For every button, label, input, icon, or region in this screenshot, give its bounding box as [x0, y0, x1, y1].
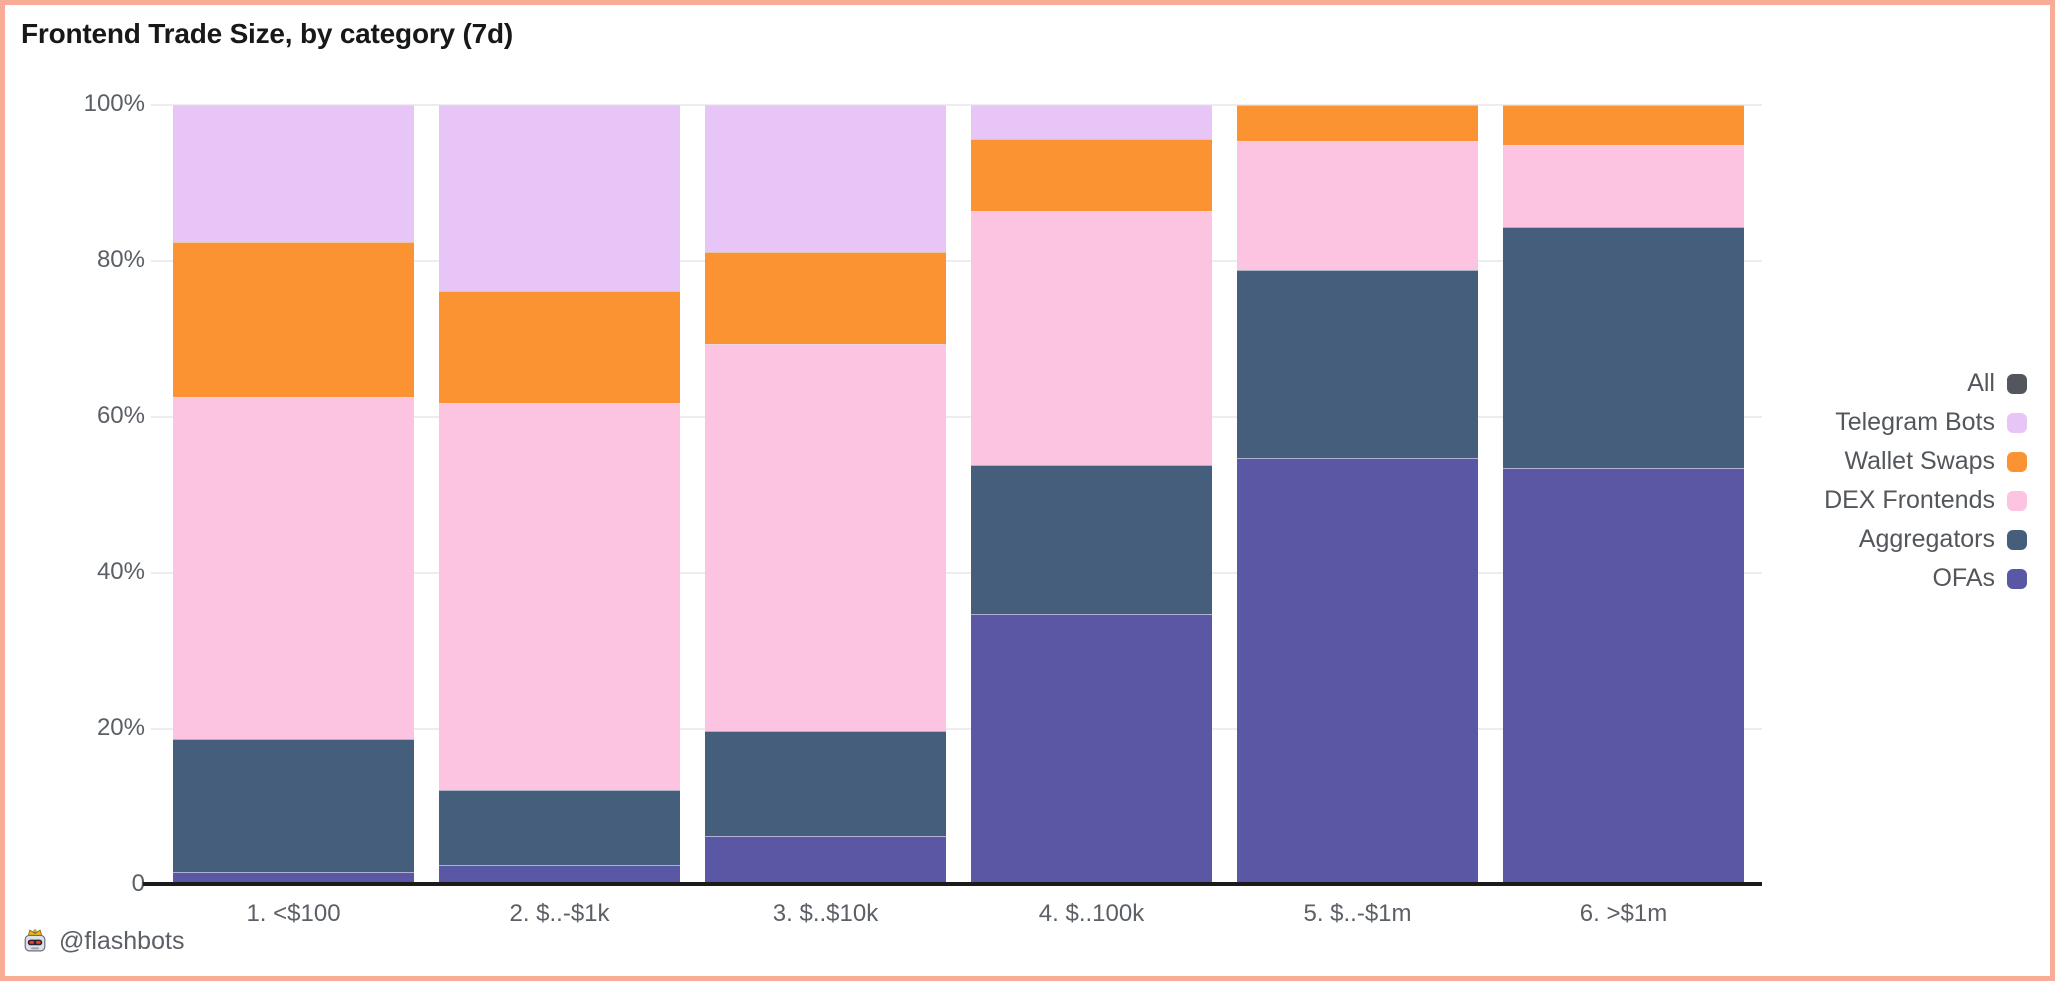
- bar-segment-wallet-swaps[interactable]: [1503, 105, 1744, 145]
- x-axis-labels: 1. <$100 2. $..-$1k 3. $..$10k 4. $..100k 5.…: [173, 900, 1744, 928]
- bar-segment-dex-frontends[interactable]: [1237, 140, 1478, 271]
- bar-segment-ofas[interactable]: [173, 872, 414, 885]
- legend-item-ofas[interactable]: OFAs: [1824, 559, 2027, 598]
- bar-segment-telegram-bots[interactable]: [705, 105, 946, 252]
- bar-segment-dex-frontends[interactable]: [971, 211, 1212, 466]
- bar-segment-ofas[interactable]: [705, 835, 946, 885]
- legend-swatch: [2007, 490, 2027, 511]
- gridline-40: [151, 572, 1762, 574]
- bar-segment-aggregators[interactable]: [1503, 227, 1744, 469]
- bars-container: [173, 105, 1744, 885]
- legend-swatch: [2007, 412, 2027, 433]
- bar-6: [1503, 105, 1744, 885]
- bar-segment-telegram-bots[interactable]: [971, 105, 1212, 139]
- attribution: @flashbots: [21, 927, 184, 956]
- bar-segment-ofas[interactable]: [439, 864, 680, 885]
- legend-swatch: [2007, 451, 2027, 472]
- y-tick-label: 20%: [96, 714, 145, 741]
- bar-segment-ofas[interactable]: [1503, 468, 1744, 885]
- x-tick-label: 6. >$1m: [1579, 900, 1668, 927]
- legend-item-telegram-bots[interactable]: Telegram Bots: [1824, 403, 2027, 442]
- bar-segment-wallet-swaps[interactable]: [971, 138, 1212, 212]
- bar-segment-dex-frontends[interactable]: [1503, 144, 1744, 228]
- bar-segment-telegram-bots[interactable]: [439, 105, 680, 291]
- y-tick-label: 80%: [96, 246, 145, 273]
- x-tick-label: 4. $..100k: [1038, 900, 1145, 927]
- plot-area: 1. <$100 2. $..-$1k 3. $..$10k 4. $..100k 5.…: [143, 104, 1762, 927]
- attribution-text: @flashbots: [59, 927, 185, 955]
- bar-5: [1237, 105, 1478, 885]
- legend-label: Wallet Swaps: [1844, 447, 1995, 475]
- legend-label: Telegram Bots: [1835, 408, 1995, 436]
- x-tick-label: 3. $..$10k: [772, 900, 879, 927]
- legend-label: OFAs: [1932, 564, 1995, 592]
- bar-1: [173, 105, 414, 885]
- bar-segment-aggregators[interactable]: [971, 465, 1212, 614]
- bar-segment-wallet-swaps[interactable]: [1237, 105, 1478, 141]
- x-axis-line: [143, 882, 1762, 886]
- legend-label: All: [1967, 369, 1995, 397]
- chart-title: Frontend Trade Size, by category (7d): [21, 18, 514, 49]
- bar-segment-dex-frontends[interactable]: [439, 402, 680, 790]
- bar-segment-wallet-swaps[interactable]: [439, 290, 680, 403]
- bar-segment-wallet-swaps[interactable]: [173, 242, 414, 398]
- legend-label: Aggregators: [1858, 525, 1995, 553]
- y-tick-label: 60%: [96, 402, 145, 429]
- bar-segment-dex-frontends[interactable]: [705, 343, 946, 731]
- x-tick-label: 5. $..-$1m: [1303, 900, 1412, 927]
- y-tick-label: 40%: [96, 558, 145, 585]
- legend-item-wallet-swaps[interactable]: Wallet Swaps: [1824, 442, 2027, 481]
- legend-swatch: [2007, 373, 2027, 394]
- y-tick-label: 0: [131, 870, 145, 897]
- x-tick-label: 2. $..-$1k: [509, 900, 610, 927]
- legend-swatch: [2007, 529, 2027, 550]
- flashbots-robot-icon: [24, 928, 46, 951]
- y-tick-label: 100%: [83, 90, 145, 117]
- legend-item-dex-frontends[interactable]: DEX Frontends: [1824, 481, 2027, 520]
- bar-segment-aggregators[interactable]: [1237, 270, 1478, 459]
- legend-item-aggregators[interactable]: Aggregators: [1824, 520, 2027, 559]
- bar-segment-ofas[interactable]: [971, 613, 1212, 885]
- x-tick-label: 1. <$100: [246, 900, 341, 927]
- gridline-100: [151, 104, 1762, 106]
- gridline-60: [151, 416, 1762, 418]
- bar-3: [705, 105, 946, 885]
- bar-segment-dex-frontends[interactable]: [173, 397, 414, 740]
- bar-segment-ofas[interactable]: [1237, 458, 1478, 885]
- bar-segment-wallet-swaps[interactable]: [705, 251, 946, 344]
- legend: All Telegram Bots Wallet Swaps DEX Frontend…: [1824, 364, 2027, 598]
- legend-swatch: [2007, 568, 2027, 589]
- gridline-20: [151, 728, 1762, 730]
- bar-2: [439, 105, 680, 885]
- legend-item-all[interactable]: All: [1824, 364, 2027, 403]
- bar-segment-aggregators[interactable]: [705, 730, 946, 836]
- bar-segment-telegram-bots[interactable]: [173, 105, 414, 243]
- bar-segment-aggregators[interactable]: [173, 739, 414, 873]
- legend-label: DEX Frontends: [1824, 486, 1995, 514]
- gridline-80: [151, 260, 1762, 262]
- bar-4: [971, 105, 1212, 885]
- bar-segment-aggregators[interactable]: [439, 789, 680, 865]
